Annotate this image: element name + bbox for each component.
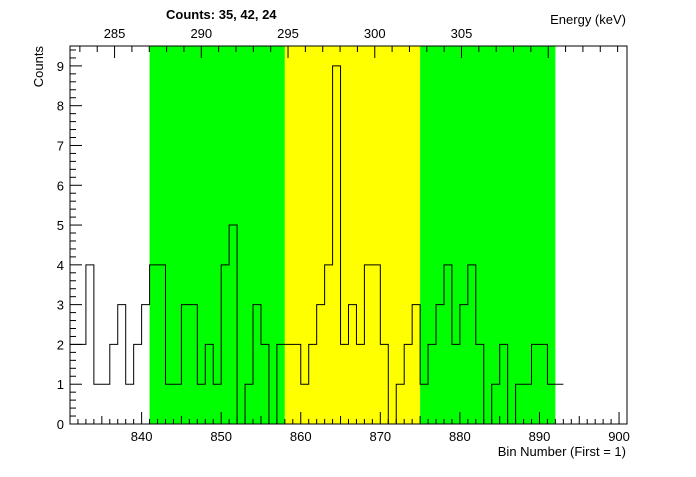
y-tick-label: 5 [57, 218, 64, 233]
x-tick-label: 900 [608, 429, 630, 444]
y-axis-title: Counts [31, 46, 46, 88]
top-tick-label: 305 [451, 26, 473, 41]
y-tick-label: 0 [57, 417, 64, 432]
top-tick-label: 295 [277, 26, 299, 41]
region-2 [420, 46, 556, 424]
y-tick-label: 9 [57, 59, 64, 74]
highlight-regions [149, 46, 556, 424]
axis-ticks [69, 46, 628, 425]
x-tick-label: 850 [210, 429, 232, 444]
top-tick-label: 300 [364, 26, 386, 41]
top-tick-label: 290 [190, 26, 212, 41]
axis-labels: 840 850 860 870 880 890 900 0 1 2 3 4 5 6 7 8 9 285 290 295… [57, 26, 630, 444]
y-tick-label: 6 [57, 178, 64, 193]
x-tick-label: 880 [449, 429, 471, 444]
histogram-line [70, 65, 564, 425]
y-tick-label: 7 [57, 138, 64, 153]
x-tick-label: 890 [529, 429, 551, 444]
y-tick-label: 2 [57, 337, 64, 352]
y-tick-label: 1 [57, 377, 64, 392]
x-axis-title: Bin Number (First = 1) [498, 444, 626, 459]
histogram-series [70, 65, 564, 425]
y-tick-label: 4 [57, 258, 64, 273]
x-tick-label: 860 [290, 429, 312, 444]
x-tick-label: 870 [369, 429, 391, 444]
region-0 [149, 46, 285, 424]
region-1 [284, 46, 421, 424]
x-tick-label: 840 [131, 429, 153, 444]
y-tick-label: 8 [57, 99, 64, 114]
energy-axis-title: Energy (keV) [550, 12, 626, 27]
counts-title: Counts: 35, 42, 24 [166, 7, 277, 22]
y-tick-label: 3 [57, 298, 64, 313]
top-tick-label: 285 [104, 26, 126, 41]
